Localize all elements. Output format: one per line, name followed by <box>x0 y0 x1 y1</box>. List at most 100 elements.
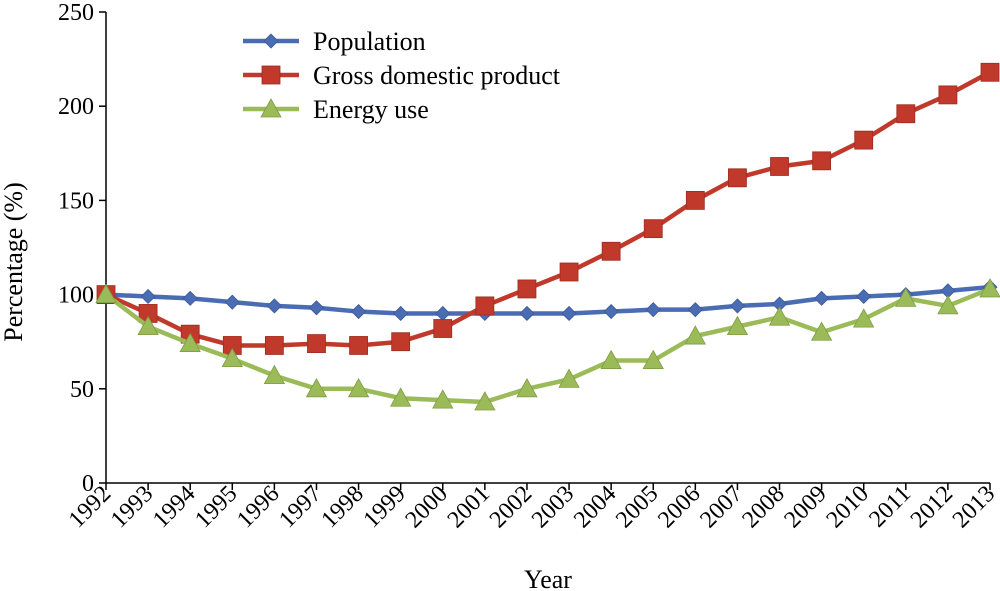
series-line-gross-domestic-product <box>105 70 992 348</box>
legend: Population Gross domestic product Energy u… <box>243 27 561 124</box>
y-tick-label: 200 <box>58 94 94 120</box>
data-point-gross-domestic-product <box>728 168 747 188</box>
legend-label: Gross domestic product <box>313 61 561 90</box>
x-tick-label: 1992 <box>64 481 116 533</box>
series-gross-domestic-product <box>96 62 1000 355</box>
series-layer <box>95 62 1000 411</box>
data-point-energy-use <box>558 368 580 388</box>
data-point-energy-use <box>474 391 496 411</box>
data-point-population <box>224 294 240 310</box>
x-tick-label: 2000 <box>401 481 453 533</box>
data-point-gross-domestic-product <box>812 151 832 171</box>
x-tick-label: 2004 <box>569 481 621 533</box>
x-ticks: 1992199319941995199619971998199920002001… <box>64 481 1000 533</box>
data-point-energy-use <box>389 387 412 407</box>
data-point-energy-use <box>937 295 959 315</box>
data-point-gross-domestic-product <box>643 219 663 239</box>
x-tick-label: 2010 <box>822 481 874 533</box>
x-tick-label: 1994 <box>148 481 200 533</box>
series-line-population <box>105 284 991 316</box>
data-point-energy-use <box>642 349 664 369</box>
x-tick-label: 2005 <box>611 481 663 533</box>
legend-item-population: Population <box>243 27 426 56</box>
data-point-population <box>351 303 367 320</box>
data-point-population <box>729 298 745 314</box>
data-point-population <box>856 288 872 305</box>
x-tick-label: 1997 <box>274 481 326 533</box>
data-point-energy-use <box>726 315 749 336</box>
data-point-population <box>266 298 282 314</box>
data-point-gross-domestic-product <box>896 104 916 124</box>
data-point-energy-use <box>305 377 328 398</box>
data-point-energy-use <box>853 308 875 328</box>
data-point-gross-domestic-product <box>349 336 368 355</box>
legend-swatch-marker <box>263 33 279 49</box>
axes <box>105 12 990 484</box>
y-tick-label: 100 <box>58 283 94 309</box>
data-point-population <box>182 290 198 306</box>
data-point-energy-use <box>179 332 201 352</box>
x-tick-label: 2008 <box>737 481 789 533</box>
legend-item-gross-domestic-product: Gross domestic product <box>243 61 561 90</box>
legend-item-energy-use: Energy use <box>243 95 429 124</box>
data-point-gross-domestic-product <box>770 157 789 176</box>
data-point-gross-domestic-product <box>517 279 537 299</box>
data-point-population <box>814 290 830 306</box>
x-tick-label: 2002 <box>485 481 537 533</box>
legend-label: Population <box>313 27 426 56</box>
data-point-population <box>519 305 535 322</box>
data-point-gross-domestic-product <box>980 62 1000 82</box>
data-point-energy-use <box>95 283 117 304</box>
data-point-gross-domestic-product <box>307 334 326 353</box>
x-tick-label: 2011 <box>864 481 916 533</box>
data-point-energy-use <box>221 347 243 368</box>
y-ticks: 0 50 100 150 200 250 <box>58 0 106 497</box>
data-point-energy-use <box>810 321 833 341</box>
data-point-population <box>645 302 661 318</box>
data-point-population <box>435 305 451 322</box>
x-tick-label: 1999 <box>359 481 411 533</box>
data-point-gross-domestic-product <box>264 336 284 355</box>
data-point-population <box>140 288 156 305</box>
data-point-population <box>687 302 703 318</box>
data-point-gross-domestic-product <box>559 262 579 282</box>
data-point-energy-use <box>895 287 917 307</box>
series-line-energy-use <box>104 286 991 405</box>
legend-swatch-marker <box>261 65 281 85</box>
x-tick-label: 1996 <box>232 481 284 533</box>
data-point-energy-use <box>347 377 370 398</box>
data-point-energy-use <box>600 349 622 369</box>
data-point-energy-use <box>768 306 791 326</box>
data-point-population <box>561 305 577 322</box>
data-point-gross-domestic-product <box>475 296 495 316</box>
y-tick-label: 0 <box>82 471 94 497</box>
y-axis-title: Percentage (%) <box>0 182 28 342</box>
x-tick-label: 2006 <box>653 481 705 533</box>
series-energy-use <box>95 278 1000 411</box>
data-point-energy-use <box>516 377 538 398</box>
x-tick-label: 2013 <box>948 481 1000 533</box>
x-tick-label: 1995 <box>190 481 242 533</box>
data-point-population <box>603 303 619 320</box>
y-tick-label: 150 <box>58 188 94 214</box>
data-point-gross-domestic-product <box>685 190 705 210</box>
x-tick-label: 2007 <box>695 481 747 533</box>
data-point-energy-use <box>979 278 1000 298</box>
data-point-population <box>308 300 325 316</box>
data-point-population <box>393 305 409 322</box>
legend-swatch-marker <box>260 98 282 118</box>
data-point-gross-domestic-product <box>601 241 621 261</box>
data-point-gross-domestic-product <box>391 332 411 352</box>
y-tick-label: 250 <box>58 0 94 26</box>
data-point-gross-domestic-product <box>854 130 874 150</box>
y-tick-label: 50 <box>70 377 94 403</box>
data-point-energy-use <box>684 325 707 345</box>
data-point-energy-use <box>263 364 286 385</box>
x-tick-label: 2001 <box>443 481 495 533</box>
data-point-energy-use <box>432 389 454 409</box>
x-tick-label: 1993 <box>106 481 158 533</box>
x-tick-label: 2009 <box>780 481 832 533</box>
data-point-gross-domestic-product <box>433 319 453 338</box>
legend-label: Energy use <box>313 95 429 124</box>
